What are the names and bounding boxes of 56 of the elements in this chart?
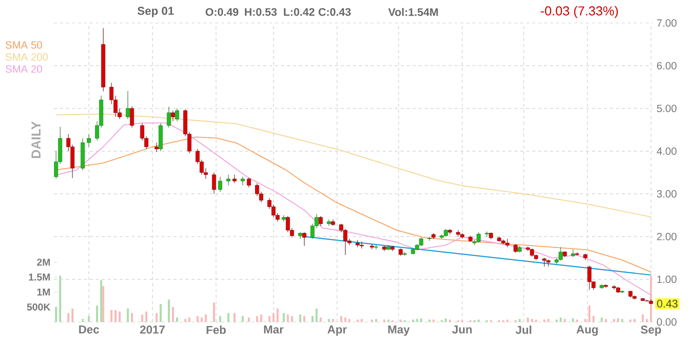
candlestick (476, 232, 481, 243)
candlestick (558, 247, 563, 261)
candlestick (154, 142, 159, 152)
candlestick (330, 219, 335, 226)
y2-tick-label: 1.5M (28, 274, 50, 281)
candlestick (212, 172, 216, 194)
line-series (56, 114, 652, 218)
x-tick-label: Dec (79, 326, 100, 334)
y-tick-label: 7.00 (657, 19, 676, 27)
candlestick (226, 174, 230, 186)
x-tick-label: Jul (516, 326, 532, 334)
y-tick-label: 1.00 (657, 276, 676, 283)
y2-tick-label: 1M (37, 288, 50, 296)
text: DAILY (32, 121, 40, 158)
y-tick-label: 0.00 (656, 318, 676, 326)
candlestick (302, 232, 306, 246)
text: SMA 50 (6, 41, 42, 49)
candlestick (158, 123, 163, 152)
x-tick-label: Aug (576, 326, 598, 336)
x-tick-label: 2017 (140, 326, 165, 334)
candlestick (126, 90, 130, 120)
y-tick-label: 4.00 (656, 147, 676, 155)
text: -0.03 (7.33%) (540, 6, 618, 18)
text: O:0.49 (206, 8, 238, 16)
text: L:0.42 (284, 8, 314, 16)
candlestick (130, 106, 134, 128)
candlestick (232, 174, 237, 184)
candlestick (318, 216, 323, 226)
text: H:0.53 (244, 8, 277, 16)
candlestick (370, 244, 374, 250)
y2-tick-label: 2M (36, 258, 50, 266)
x-tick-label: Jun (452, 326, 472, 334)
text: Sep 01 (138, 6, 174, 18)
y-tick-label: 6.00 (657, 62, 676, 70)
annotation: 0.43 (657, 300, 678, 308)
y-tick-label: 3.00 (656, 190, 676, 198)
x-tick-label: Apr (328, 326, 347, 336)
candlestick (166, 106, 171, 128)
candlestick (587, 265, 592, 290)
x-tick-label: Sep (640, 326, 661, 336)
text: SMA 200 (6, 53, 48, 61)
x-tick-label: Mar (264, 326, 284, 334)
candlestick (218, 176, 222, 192)
text: SMA 20 (6, 65, 42, 73)
x-tick-label: Feb (206, 326, 226, 334)
text: C:0.43 (318, 8, 351, 16)
y-tick-label: 5.00 (656, 104, 676, 112)
y2-tick-label: 500K (26, 304, 50, 311)
x-tick-label: May (388, 326, 410, 336)
candlestick (374, 244, 378, 250)
candlestick (571, 249, 575, 258)
text: Vol:1.54M (388, 8, 438, 16)
candlestick (170, 110, 175, 122)
candlestick (175, 108, 180, 122)
y-tick-label: 2.00 (657, 232, 676, 240)
candlestick (246, 177, 251, 188)
